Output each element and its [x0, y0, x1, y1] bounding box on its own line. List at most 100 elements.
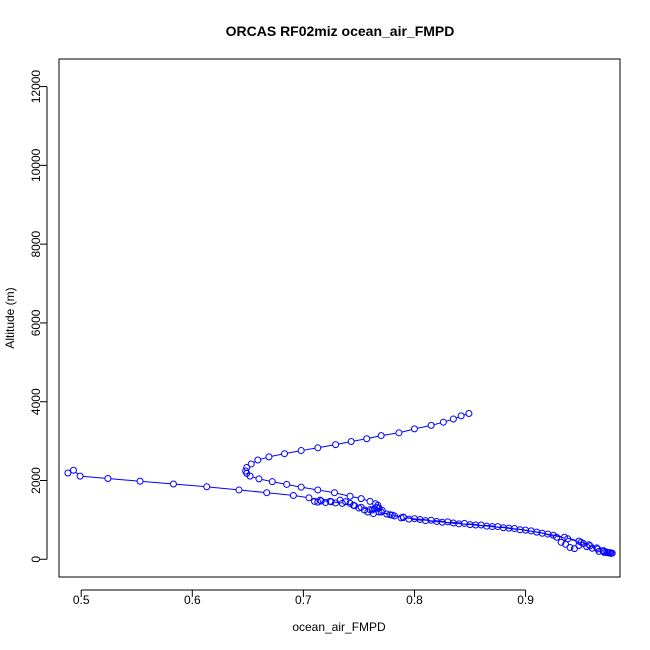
series-segment: [392, 514, 401, 518]
data-point: [397, 514, 405, 522]
series-segment: [320, 489, 332, 493]
data-point: [297, 447, 305, 455]
data-point: [297, 483, 305, 491]
y-tick-label: 12000: [29, 70, 43, 104]
data-point: [457, 412, 465, 420]
y-tick-label: 10000: [29, 148, 43, 182]
y-tick-label: 2000: [29, 467, 43, 494]
series-segment: [209, 486, 237, 491]
series-segment: [417, 425, 429, 429]
data-point: [305, 494, 313, 502]
data-point: [488, 523, 496, 531]
data-point: [455, 520, 463, 528]
data-point: [235, 486, 243, 494]
data-point: [263, 489, 271, 497]
data-point: [69, 466, 77, 474]
series-segment: [445, 522, 456, 525]
series-segment: [545, 533, 554, 537]
data-point: [247, 460, 255, 468]
series-segment: [261, 479, 270, 482]
data-point: [314, 498, 322, 506]
x-tick-label: 0.6: [184, 593, 201, 607]
series-segment: [275, 481, 284, 485]
data-point: [243, 463, 251, 471]
data-point: [427, 421, 435, 429]
series-segment: [352, 496, 359, 499]
series-segment: [433, 422, 441, 426]
data-point: [600, 549, 608, 557]
data-point: [342, 498, 350, 506]
data-point: [311, 497, 319, 505]
x-tick-label: 0.7: [295, 593, 312, 607]
series-segment: [296, 495, 307, 498]
data-point: [608, 549, 616, 557]
series-segment: [304, 487, 315, 490]
y-tick-label: 0: [29, 556, 43, 563]
x-axis: 0.5 0.6 0.7 0.8 0.9: [73, 589, 534, 607]
series-segment: [369, 435, 379, 439]
series-3: [311, 496, 616, 557]
series-segment: [570, 539, 579, 543]
data-point: [317, 497, 325, 505]
data-point: [347, 437, 355, 445]
x-tick-label: 0.5: [73, 593, 90, 607]
series-segment: [337, 492, 348, 497]
data-point: [538, 529, 546, 537]
y-tick-label: 6000: [29, 309, 43, 336]
data-point: [378, 506, 386, 514]
series-segment: [143, 481, 171, 485]
data-point: [283, 480, 291, 488]
series-segment: [528, 530, 540, 534]
series-segment: [338, 441, 349, 445]
data-point: [357, 495, 365, 503]
data-point: [363, 435, 371, 443]
data-point: [169, 480, 177, 488]
data-point: [255, 475, 263, 483]
series-segment: [320, 444, 333, 448]
data-point: [422, 517, 430, 525]
data-point: [575, 541, 583, 549]
data-point: [522, 526, 530, 534]
data-point: [203, 483, 211, 491]
series-segment: [511, 528, 523, 531]
data-point: [314, 486, 322, 494]
x-tick-label: 0.9: [517, 593, 534, 607]
data-point: [386, 511, 394, 519]
data-point: [346, 492, 354, 500]
series-segment: [556, 535, 565, 539]
series-segment: [567, 537, 577, 541]
data-point: [383, 510, 391, 518]
series-segment: [354, 438, 364, 442]
data-point: [136, 477, 144, 485]
series-segment: [384, 432, 397, 436]
data-point: [395, 429, 403, 437]
y-tick-label: 4000: [29, 388, 43, 415]
data-point: [76, 472, 84, 480]
series-segment: [363, 499, 368, 501]
series-segment: [428, 520, 440, 523]
data-point: [64, 469, 72, 477]
data-point: [405, 515, 413, 523]
series-segment: [260, 457, 267, 460]
series-segment: [241, 489, 264, 493]
data-point: [586, 542, 594, 550]
series-segment: [110, 478, 138, 482]
data-point: [505, 524, 513, 532]
series-segment: [495, 526, 506, 529]
series-segment: [411, 518, 423, 521]
data-point: [369, 510, 377, 518]
x-axis-label: ocean_air_FMPD: [292, 620, 386, 634]
data-point: [557, 538, 565, 546]
series-segment: [287, 450, 299, 454]
data-series: [64, 410, 616, 557]
data-point: [265, 453, 273, 461]
data-point: [390, 512, 398, 520]
data-point: [377, 432, 385, 440]
data-point: [472, 521, 480, 529]
x-tick-label: 0.8: [406, 593, 423, 607]
series-segment: [478, 524, 490, 527]
data-point: [104, 475, 112, 483]
series-segment: [401, 429, 412, 433]
data-point: [588, 544, 596, 552]
